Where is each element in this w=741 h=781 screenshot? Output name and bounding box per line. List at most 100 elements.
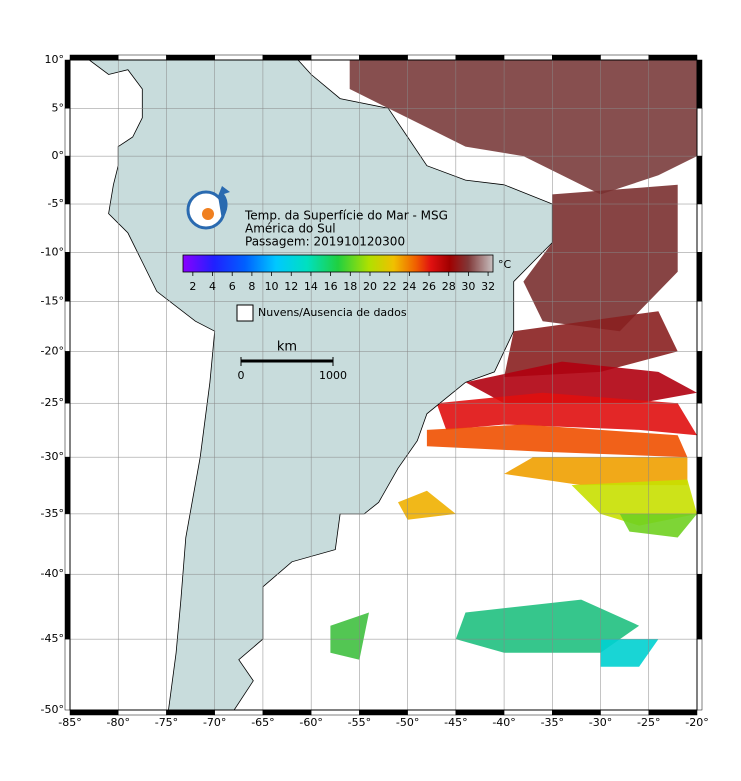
- frame-bar: [64, 638, 71, 711]
- frame-bar: [262, 54, 312, 61]
- lat-label: -10°: [41, 245, 64, 258]
- colorbar-label: 20: [363, 280, 377, 293]
- colorbar-label: 26: [422, 280, 436, 293]
- sst-patch: [619, 513, 697, 538]
- lon-label: -75°: [155, 716, 178, 729]
- colorbar-label: 4: [209, 280, 216, 293]
- lon-label: -50°: [396, 716, 419, 729]
- lat-label: -20°: [41, 344, 64, 357]
- frame-bar: [696, 513, 703, 575]
- legend-label: Nuvens/Ausencia de dados: [258, 306, 407, 319]
- frame-bar: [64, 155, 71, 205]
- frame-bar: [696, 638, 703, 711]
- frame-bar: [166, 54, 215, 61]
- frame-bar: [455, 54, 505, 61]
- frame-bar: [696, 108, 703, 157]
- frame-bar: [310, 54, 360, 61]
- frame-bar: [552, 54, 601, 61]
- title-line: Passagem: 201910120300: [245, 235, 405, 249]
- frame-bar: [64, 351, 71, 404]
- frame-bar: [648, 54, 698, 61]
- frame-bar: [696, 402, 703, 458]
- lon-label: -40°: [492, 716, 515, 729]
- frame-bar: [64, 203, 71, 253]
- colorbar-label: 18: [343, 280, 357, 293]
- frame-bar: [696, 301, 703, 352]
- colorbar-label: 2: [189, 280, 196, 293]
- colorbar-label: 28: [442, 280, 456, 293]
- colorbar-label: 12: [284, 280, 298, 293]
- colorbar-label: 8: [248, 280, 255, 293]
- scale-label: 1000: [319, 369, 347, 382]
- frame-bar: [552, 709, 601, 716]
- colorbar-label: 10: [265, 280, 279, 293]
- sst-patch: [465, 361, 697, 404]
- frame-bar: [117, 709, 167, 716]
- sst-patch: [349, 60, 697, 195]
- legend-swatch: [236, 304, 254, 322]
- frame-bar: [262, 709, 312, 716]
- frame-bar: [64, 301, 71, 352]
- frame-bar: [214, 709, 264, 716]
- scale-label: 0: [238, 369, 245, 382]
- lon-label: -60°: [299, 716, 322, 729]
- frame-bar: [64, 456, 71, 515]
- lon-label: -45°: [444, 716, 467, 729]
- frame-bar: [359, 54, 408, 61]
- lon-label: -55°: [348, 716, 371, 729]
- frame-bar: [64, 59, 71, 109]
- lon-label: -30°: [589, 716, 612, 729]
- sst-patch: [504, 311, 678, 378]
- sst-patch: [455, 599, 640, 653]
- lon-label: -80°: [106, 716, 129, 729]
- colorbar-label: 32: [481, 280, 495, 293]
- lon-label: -70°: [203, 716, 226, 729]
- lon-label: -85°: [58, 716, 81, 729]
- sst-patch: [504, 457, 688, 486]
- frame-bar: [696, 456, 703, 515]
- frame-bar: [600, 54, 650, 61]
- lon-label: -20°: [685, 716, 708, 729]
- colorbar-label: 22: [383, 280, 397, 293]
- frame-bar: [64, 252, 71, 302]
- lat-label: 10°: [45, 53, 65, 66]
- frame-bar: [503, 54, 553, 61]
- lat-label: -50°: [41, 703, 64, 716]
- colorbar: [182, 254, 494, 273]
- frame-bar: [117, 54, 167, 61]
- frame-bar: [64, 108, 71, 157]
- lat-label: -15°: [41, 294, 64, 307]
- frame-bar: [696, 203, 703, 253]
- colorbar-label: 16: [324, 280, 338, 293]
- frame-bar: [696, 351, 703, 404]
- colorbar-unit: °C: [498, 258, 512, 271]
- frame-bar: [64, 573, 71, 640]
- sst-patch: [600, 639, 659, 667]
- lon-label: -65°: [251, 716, 274, 729]
- sst-patch: [426, 424, 688, 458]
- colorbar-label: 24: [402, 280, 416, 293]
- lat-label: 5°: [52, 101, 65, 114]
- frame-bar: [503, 709, 553, 716]
- frame-bar: [696, 573, 703, 640]
- frame-bar: [600, 709, 650, 716]
- lat-label: -45°: [41, 632, 64, 645]
- colorbar-label: 6: [229, 280, 236, 293]
- frame-bar: [696, 252, 703, 302]
- lat-label: -40°: [41, 567, 64, 580]
- lat-label: -35°: [41, 507, 64, 520]
- frame: [69, 59, 698, 711]
- frame-bar: [64, 513, 71, 575]
- frame-bar: [69, 709, 119, 716]
- colorbar-label: 30: [461, 280, 475, 293]
- frame-bar: [166, 709, 215, 716]
- colorbar-label: 14: [304, 280, 318, 293]
- frame-bar: [64, 402, 71, 458]
- lat-label: -25°: [41, 396, 64, 409]
- frame-bar: [648, 709, 698, 716]
- frame-bar: [407, 54, 457, 61]
- title-line: Temp. da Superfície do Mar - MSG: [244, 209, 448, 223]
- frame-bar: [310, 709, 360, 716]
- frame-bar: [214, 54, 264, 61]
